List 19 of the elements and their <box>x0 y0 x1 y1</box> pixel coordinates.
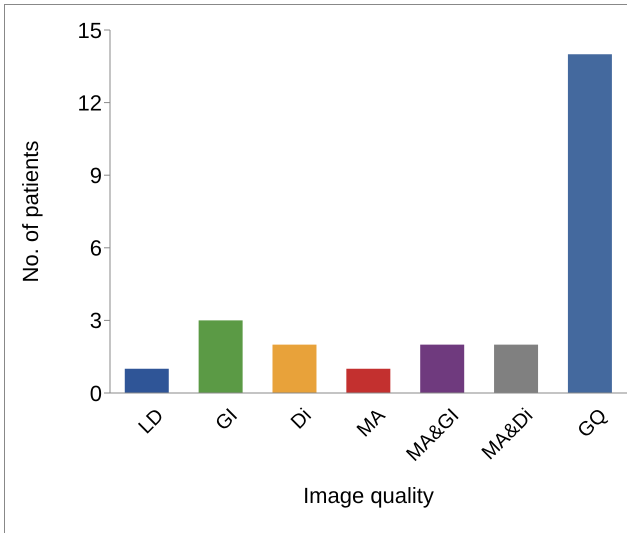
bar <box>346 368 390 393</box>
y-tick-label: 9 <box>90 163 102 188</box>
bar <box>420 344 464 393</box>
x-tick-label: GI <box>211 404 242 436</box>
y-axis-title: No. of patients <box>18 140 43 282</box>
x-tick-label: LD <box>134 404 168 438</box>
x-tick-label: GQ <box>574 404 612 442</box>
x-tick-label: Di <box>286 404 316 434</box>
y-tick-label: 12 <box>78 90 102 116</box>
bar <box>124 368 169 393</box>
bar <box>198 320 243 393</box>
y-tick-label: 6 <box>90 236 102 261</box>
bar <box>568 54 612 393</box>
y-tick-label: 15 <box>78 18 102 43</box>
x-axis-title: Image quality <box>303 483 434 508</box>
y-tick-label: 3 <box>90 308 102 334</box>
bar <box>272 344 316 393</box>
y-tick-label: 0 <box>90 380 102 406</box>
x-tick-label: MA <box>352 404 390 442</box>
